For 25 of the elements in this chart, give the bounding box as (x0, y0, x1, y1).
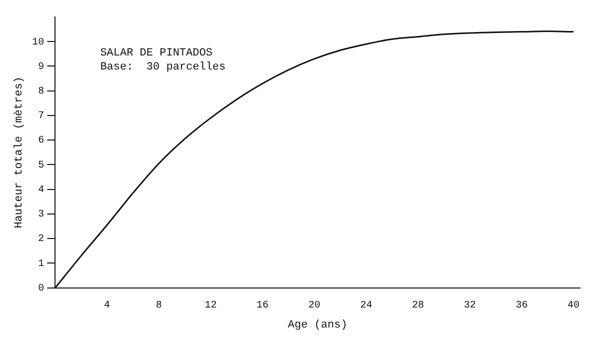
y-tick-label: 10 (32, 37, 44, 48)
y-tick-label: 9 (38, 62, 44, 73)
x-axis-title: Age (ans) (288, 319, 348, 332)
y-tick-label: 3 (38, 210, 44, 221)
x-tick-label: 36 (516, 300, 528, 312)
x-tick-label: 20 (308, 300, 320, 312)
x-tick-label: 8 (156, 300, 162, 312)
y-axis-title: Hauteur totale (mètres) (14, 76, 26, 228)
x-tick-label: 40 (568, 300, 580, 312)
annotation: SALAR DE PINTADOS (100, 47, 213, 60)
y-tick-label: 2 (38, 234, 44, 246)
y-tick-label: 8 (38, 86, 44, 98)
y-tick-label: 4 (38, 184, 44, 196)
x-tick-label: 12 (204, 300, 217, 312)
x-tick-label: 32 (464, 300, 476, 312)
y-tick-label: 5 (38, 160, 44, 172)
x-tick-label: 24 (360, 300, 372, 312)
y-tick-label: 1 (38, 258, 44, 270)
y-tick-label: 0 (38, 283, 44, 294)
x-tick-label: 28 (412, 300, 424, 312)
x-tick-label: 16 (256, 300, 269, 312)
x-tick-label: 4 (104, 300, 110, 312)
annotation: Base: 30 parcelles (100, 61, 226, 74)
y-tick-label: 7 (38, 111, 44, 122)
y-tick-label: 6 (38, 136, 44, 147)
